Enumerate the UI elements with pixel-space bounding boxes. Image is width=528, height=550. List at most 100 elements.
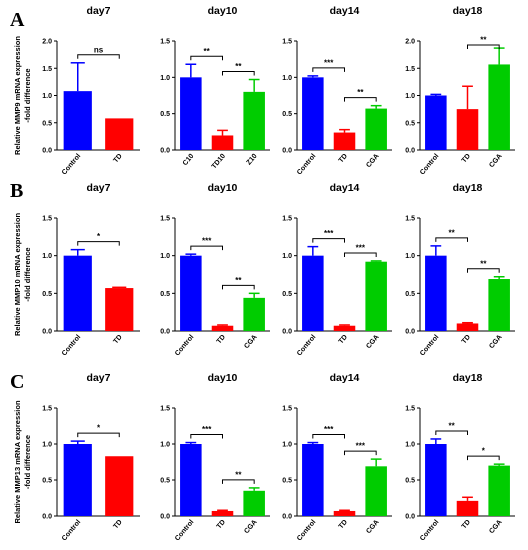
significance-label: ** xyxy=(449,421,456,430)
chart-title: day10 xyxy=(208,372,238,384)
y-tick-label: 0.5 xyxy=(405,478,415,485)
bar xyxy=(180,444,202,516)
row-letter: A xyxy=(10,9,25,31)
y-tick-label: 1.0 xyxy=(282,253,292,260)
x-tick-label: Control xyxy=(419,153,440,177)
bar xyxy=(365,466,387,516)
significance-bracket xyxy=(435,237,468,242)
bar xyxy=(302,77,324,150)
x-tick-label: TD xyxy=(338,519,349,531)
bar xyxy=(211,510,234,516)
y-tick-label: 0.0 xyxy=(160,329,170,336)
y-tick-label: 1.5 xyxy=(282,39,292,46)
significance-label: *** xyxy=(324,425,334,434)
significance-label: ** xyxy=(235,62,242,71)
chart-title: day18 xyxy=(453,182,483,194)
bar xyxy=(365,108,387,150)
y-tick-label: 0.0 xyxy=(42,514,52,521)
bar xyxy=(488,64,510,150)
y-tick-label: 1.5 xyxy=(405,216,415,223)
y-axis-label: Relative MMP9 mRNA expression xyxy=(13,36,22,155)
significance-bracket xyxy=(222,284,255,290)
y-tick-label: 1.0 xyxy=(160,253,170,260)
y-axis-label: -fold difference xyxy=(23,247,32,301)
y-tick-label: 0.5 xyxy=(42,291,52,298)
bar xyxy=(63,444,92,516)
significance-bracket xyxy=(77,54,120,59)
significance-label: * xyxy=(97,424,101,433)
significance-bracket xyxy=(467,455,500,461)
y-tick-label: 0.5 xyxy=(405,120,415,127)
y-tick-label: 0.5 xyxy=(405,291,415,298)
x-tick-label: CGA xyxy=(243,519,258,535)
chart-title: day10 xyxy=(208,182,238,194)
bar xyxy=(456,109,479,150)
bar xyxy=(105,456,134,516)
y-tick-label: 0.0 xyxy=(160,148,170,155)
y-tick-label: 0.5 xyxy=(282,111,292,118)
significance-label: ** xyxy=(480,259,487,268)
significance-label: * xyxy=(97,232,101,241)
x-tick-label: TD xyxy=(216,334,227,346)
chart-title: day7 xyxy=(87,5,111,17)
x-tick-label: CGA xyxy=(365,334,380,350)
significance-bracket xyxy=(190,434,223,439)
chart-0-3: day18 0.0 0.5 1.0 1.5 2.0 Control TD CGA ** xyxy=(405,5,515,176)
y-tick-label: 1.5 xyxy=(405,406,415,413)
chart-title: day10 xyxy=(208,5,238,17)
y-tick-label: 1.0 xyxy=(42,442,52,449)
significance-label: *** xyxy=(202,237,212,246)
chart-0-1: day10 0.0 0.5 1.0 1.5 C10 TD10 Z10 ** ** xyxy=(160,5,270,170)
bar xyxy=(63,91,92,150)
x-tick-label: TD xyxy=(461,519,472,531)
bar xyxy=(180,77,202,150)
chart-title: day14 xyxy=(330,372,360,384)
x-tick-label: TD xyxy=(461,153,472,165)
x-tick-label: C10 xyxy=(182,153,196,167)
x-tick-label: TD xyxy=(112,153,123,165)
significance-bracket xyxy=(312,238,345,243)
significance-label: * xyxy=(482,447,486,456)
bar xyxy=(488,279,510,331)
x-tick-label: TD xyxy=(112,334,123,346)
x-tick-label: Control xyxy=(61,334,82,358)
bar xyxy=(425,444,447,516)
significance-label: *** xyxy=(202,425,212,434)
x-tick-label: TD xyxy=(338,153,349,165)
significance-label: *** xyxy=(356,442,366,451)
y-tick-label: 0.0 xyxy=(42,148,52,155)
bar xyxy=(211,135,234,150)
significance-bracket xyxy=(344,450,377,456)
row-letter: C xyxy=(10,371,24,393)
y-tick-label: 1.5 xyxy=(42,66,52,73)
y-tick-label: 1.5 xyxy=(42,406,52,413)
significance-bracket xyxy=(344,97,377,102)
bar xyxy=(243,490,265,516)
significance-label: ns xyxy=(94,45,104,54)
y-tick-label: 1.5 xyxy=(282,406,292,413)
y-tick-label: 1.0 xyxy=(282,75,292,82)
y-tick-label: 1.5 xyxy=(282,216,292,223)
bar xyxy=(105,288,134,331)
y-tick-label: 1.0 xyxy=(160,75,170,82)
chart-1-0: day7 0.0 0.5 1.0 1.5 Control TD * xyxy=(42,182,140,357)
y-tick-label: 1.5 xyxy=(405,66,415,73)
significance-bracket xyxy=(190,245,223,251)
y-tick-label: 1.0 xyxy=(405,253,415,260)
y-tick-label: 0.5 xyxy=(282,478,292,485)
x-tick-label: Control xyxy=(419,519,440,543)
significance-label: *** xyxy=(356,243,366,252)
y-axis-label: -fold difference xyxy=(23,435,32,489)
y-tick-label: 2.0 xyxy=(42,39,52,46)
y-tick-label: 2.0 xyxy=(405,39,415,46)
y-tick-label: 0.5 xyxy=(42,478,52,485)
x-tick-label: CGA xyxy=(243,334,258,350)
y-axis-label: -fold difference xyxy=(23,68,32,122)
y-tick-label: 1.0 xyxy=(282,442,292,449)
chart-title: day18 xyxy=(453,5,483,17)
y-tick-label: 0.0 xyxy=(282,514,292,521)
y-tick-label: 0.0 xyxy=(405,329,415,336)
significance-bracket xyxy=(222,479,255,484)
bar xyxy=(333,510,356,516)
chart-2-2: day14 0.0 0.5 1.0 1.5 Control TD CGA *** *** xyxy=(282,372,392,542)
